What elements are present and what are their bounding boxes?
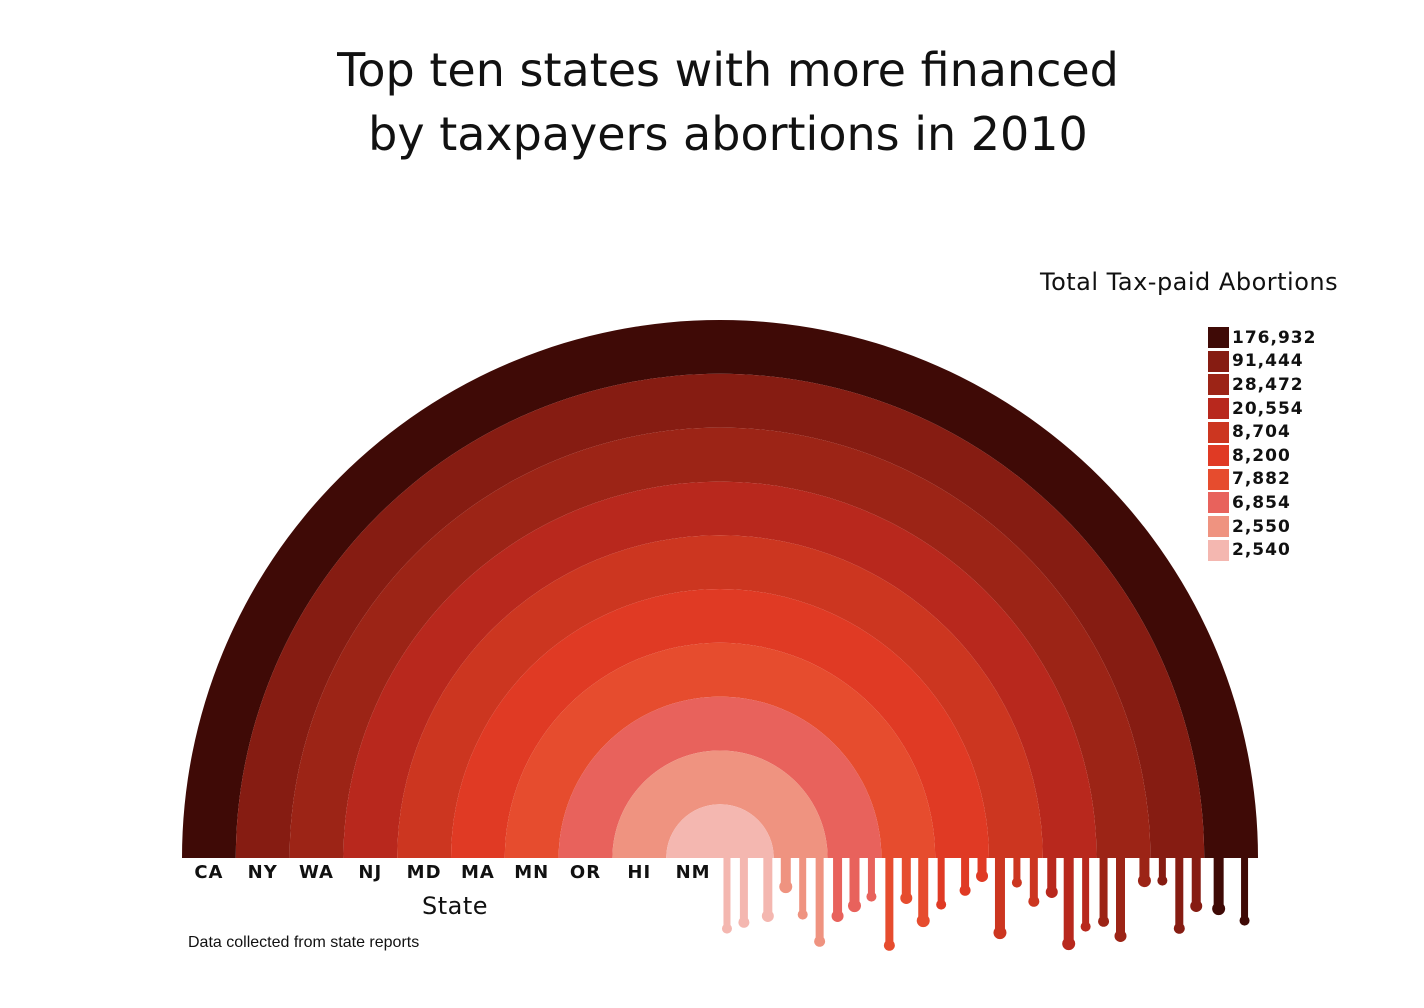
x-axis-title: State	[421, 892, 489, 920]
ring-md	[397, 535, 1043, 858]
category-label-hi: HI	[627, 862, 651, 883]
legend-swatch	[1208, 539, 1229, 561]
chart-title-line-1: Top ten states with more financed	[337, 43, 1119, 97]
legend-label: 28,472	[1232, 374, 1304, 395]
legend-swatch	[1208, 374, 1229, 396]
legend-item-wa: 28,472	[1208, 373, 1316, 397]
legend-label: 176,932	[1232, 327, 1317, 348]
drip-ca-0	[1212, 856, 1226, 916]
legend-item-or: 6,854	[1208, 491, 1316, 515]
legend-label: 2,550	[1232, 516, 1291, 537]
drip-nj-2	[1080, 856, 1091, 932]
category-labels-group: CA NY WA NJ MD MA MN OR HI NM	[194, 862, 711, 883]
drip-ca-1	[1239, 856, 1250, 926]
legend-label: 6,854	[1232, 492, 1291, 513]
drip-or-1	[848, 856, 862, 913]
category-label-nj: NJ	[358, 862, 382, 883]
drip-ny-2	[1190, 856, 1203, 912]
legend-item-ny: 91,444	[1208, 350, 1316, 374]
legend-item-hi: 2,550	[1208, 515, 1316, 539]
drip-ma-0	[936, 856, 947, 910]
category-label-or: OR	[570, 862, 601, 883]
category-label-wa: WA	[299, 862, 334, 883]
ring-ma	[451, 589, 989, 858]
drip-ma-2	[976, 856, 989, 882]
legend-swatch	[1208, 421, 1229, 443]
drip-wa-2	[1137, 856, 1151, 888]
legend-label: 7,882	[1232, 469, 1291, 490]
legend-label: 20,554	[1232, 398, 1304, 419]
ring-ca	[182, 320, 1258, 858]
drip-nm-1	[738, 856, 750, 928]
drip-wa-0	[1098, 856, 1110, 927]
chart-title: Top ten states with more financed by tax…	[0, 38, 1424, 166]
category-label-mn: MN	[514, 862, 549, 883]
drip-ny-0	[1157, 856, 1168, 886]
legend-item-ma: 8,200	[1208, 444, 1316, 468]
drips-group	[721, 856, 1250, 951]
legend-item-mn: 7,882	[1208, 468, 1316, 492]
legend-label: 2,540	[1232, 540, 1291, 561]
drip-nm-0	[721, 856, 732, 934]
ring-nm	[666, 804, 774, 858]
drip-mn-2	[916, 856, 930, 928]
source-note: Data collected from state reports	[188, 934, 420, 951]
category-label-ny: NY	[248, 862, 278, 883]
legend: 176,932 91,444 28,472 20,554 8,704 8,200 7,882…	[1208, 326, 1316, 562]
category-label-nm: NM	[676, 862, 711, 883]
rings-group	[182, 320, 1258, 858]
legend-swatch	[1208, 516, 1229, 538]
chart-title-line-2: by taxpayers abortions in 2010	[368, 107, 1088, 161]
legend-swatch	[1208, 350, 1229, 372]
drip-md-0	[993, 856, 1007, 940]
legend-label: 8,704	[1232, 422, 1291, 443]
legend-title: Total Tax-paid Abortions	[1040, 268, 1339, 296]
ring-or	[558, 696, 882, 858]
category-label-md: MD	[407, 862, 442, 883]
drip-md-1	[1011, 856, 1022, 888]
legend-item-nm: 2,540	[1208, 538, 1316, 562]
legend-label: 8,200	[1232, 445, 1291, 466]
drip-hi-2	[814, 856, 826, 947]
drip-nj-1	[1062, 856, 1076, 951]
ring-mn	[504, 642, 936, 858]
drip-md-2	[1028, 856, 1040, 907]
legend-swatch	[1208, 398, 1229, 420]
legend-swatch	[1208, 468, 1229, 490]
ring-nj	[343, 481, 1097, 858]
category-label-ma: MA	[461, 862, 495, 883]
drip-mn-0	[883, 856, 895, 951]
ring-ny	[235, 373, 1205, 858]
legend-swatch	[1208, 327, 1229, 349]
legend-swatch	[1208, 445, 1229, 467]
drip-nj-0	[1045, 856, 1058, 898]
legend-label: 91,444	[1232, 351, 1304, 372]
drip-ma-1	[959, 856, 971, 896]
ring-hi	[612, 750, 828, 858]
legend-item-nj: 20,554	[1208, 397, 1316, 421]
drip-wa-1	[1114, 856, 1127, 942]
ring-wa	[289, 427, 1151, 858]
legend-swatch	[1208, 492, 1229, 514]
legend-item-ca: 176,932	[1208, 326, 1316, 350]
drip-mn-1	[900, 856, 913, 904]
drip-or-0	[831, 856, 844, 922]
drip-nm-2	[761, 856, 774, 922]
drip-hi-0	[779, 856, 793, 894]
drip-or-2	[866, 856, 877, 902]
category-label-ca: CA	[194, 862, 223, 883]
drip-hi-1	[797, 856, 808, 920]
legend-item-md: 8,704	[1208, 420, 1316, 444]
drip-ny-1	[1173, 856, 1185, 934]
